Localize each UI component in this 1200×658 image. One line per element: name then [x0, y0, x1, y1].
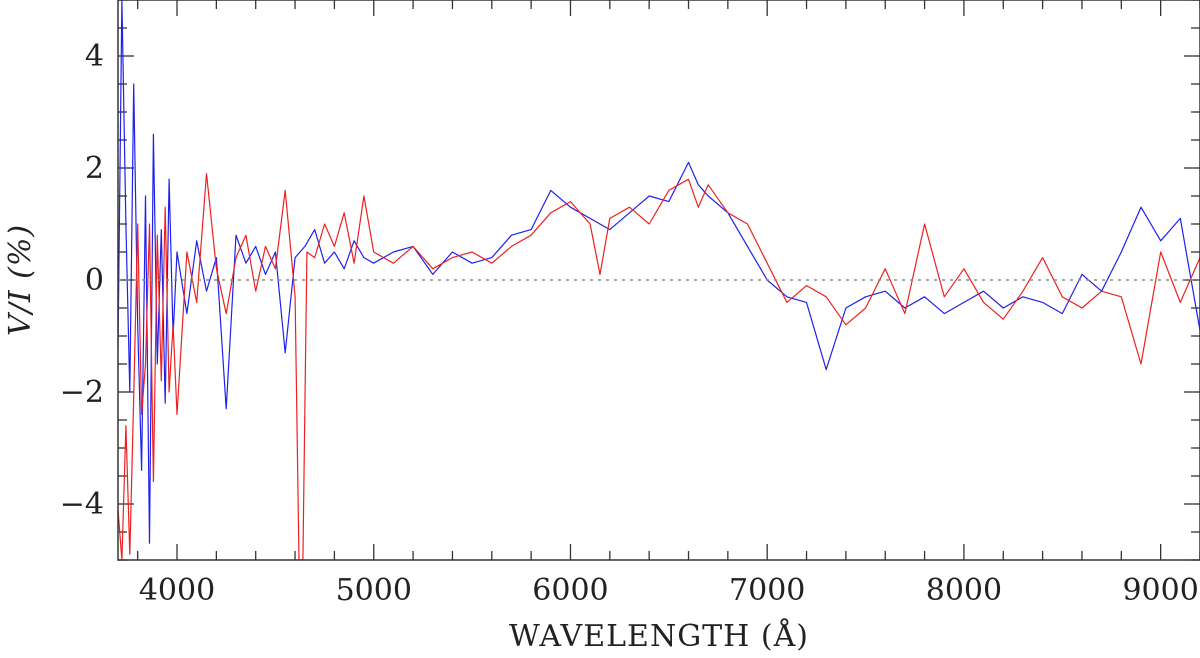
x-tick-label: 5000	[336, 573, 412, 608]
series-line-1	[118, 0, 1200, 544]
axis-tick-labels: 4000 5000 6000 7000 8000 9000 −4 −2 0 2 4	[60, 39, 1199, 608]
x-tick-label: 4000	[139, 573, 215, 608]
series-lines	[118, 0, 1200, 560]
x-tick-label: 7000	[729, 573, 805, 608]
plot-frame	[117, 0, 1200, 561]
x-axis-title: WAVELENGTH (Å)	[509, 618, 809, 654]
x-tick-label: 8000	[926, 573, 1002, 608]
y-tick-label: 0	[85, 263, 104, 298]
y-tick-label: 2	[85, 151, 104, 186]
y-tick-label: −4	[60, 487, 104, 522]
y-tick-label: −2	[60, 375, 104, 410]
series-line-2	[118, 173, 1200, 560]
y-axis-title: V/I (%)	[3, 224, 38, 336]
y-tick-label: 4	[85, 39, 104, 74]
x-tick-label: 6000	[532, 573, 608, 608]
x-tick-label: 9000	[1122, 573, 1198, 608]
